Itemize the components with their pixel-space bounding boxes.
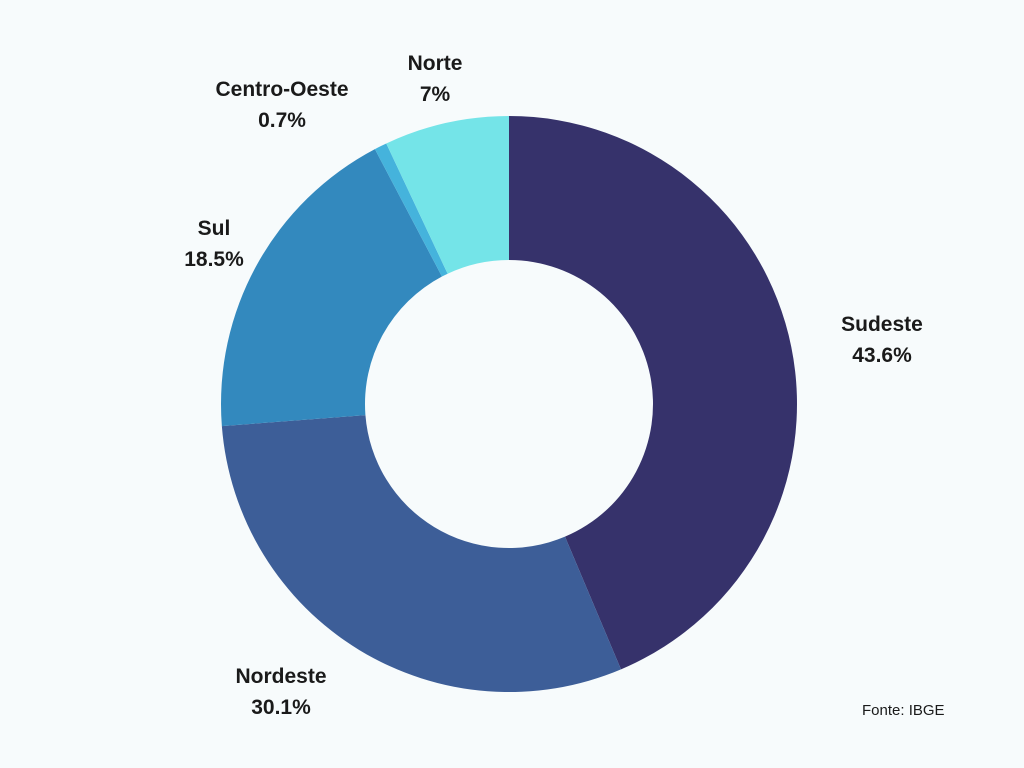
slice-label-sul: Sul (198, 217, 231, 240)
slice-value-sudeste: 43.6% (852, 344, 912, 367)
slice-value-centro-oeste: 0.7% (258, 109, 306, 132)
slice-value-sul: 18.5% (184, 248, 244, 271)
source-note: Fonte: IBGE (862, 702, 945, 719)
slice-centro-oeste (374, 143, 448, 277)
slice-label-sudeste: Sudeste (841, 313, 923, 336)
slice-norte (386, 116, 509, 274)
slice-label-nordeste: Nordeste (235, 665, 326, 688)
slice-sul (221, 149, 442, 427)
slice-label-centro-oeste: Centro-Oeste (215, 78, 348, 101)
slice-nordeste (221, 415, 621, 692)
slice-sudeste (509, 116, 797, 670)
slice-value-nordeste: 30.1% (251, 696, 311, 719)
slice-label-norte: Norte (408, 52, 463, 75)
slice-value-norte: 7% (420, 83, 451, 106)
